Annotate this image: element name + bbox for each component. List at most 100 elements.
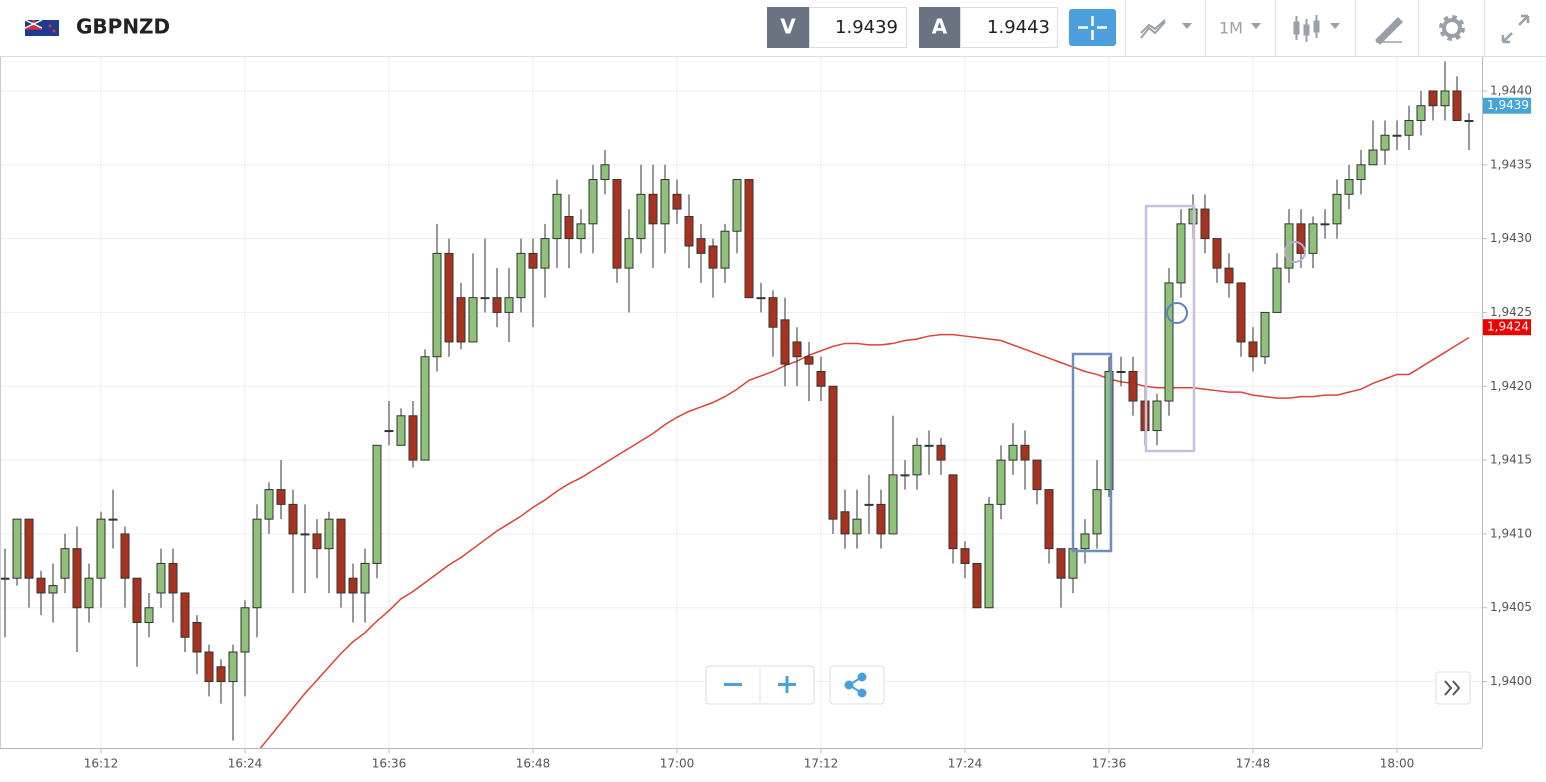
buy-button[interactable] (919, 7, 960, 48)
flag-star (48, 24, 52, 28)
settings-button[interactable] (1439, 15, 1465, 41)
candle-body (72, 548, 82, 609)
candle-body (996, 459, 1006, 505)
candle-body (456, 297, 466, 343)
share-link (848, 676, 863, 686)
candle-body (972, 562, 982, 609)
y-tick-label: 1,9400 (1490, 674, 1532, 688)
timeframe-button[interactable]: 1M (1219, 19, 1261, 38)
candle-body (204, 651, 214, 683)
candle-style-button[interactable] (1293, 15, 1340, 42)
candle-body (324, 518, 334, 550)
x-tick-label: 18:00 (1380, 757, 1415, 771)
candle-body (1044, 489, 1054, 550)
candle-body (1272, 267, 1282, 313)
price-marker-label: 1,9424 (1487, 320, 1529, 334)
zoom-in-bar (785, 676, 789, 693)
candle-body (492, 297, 502, 313)
candle-body (1008, 444, 1018, 461)
fullscreen-button[interactable] (1501, 14, 1530, 44)
price-marker (1483, 319, 1531, 336)
candle-body (36, 577, 46, 594)
candle-body (468, 297, 478, 343)
dropdown-arrow (1251, 23, 1261, 29)
candle-body (564, 215, 574, 240)
candle-body (132, 577, 142, 623)
y-tick-label: 1,9435 (1490, 157, 1532, 171)
candle-body (1452, 90, 1462, 121)
candle-body (396, 415, 406, 446)
candle-body (924, 444, 934, 447)
candle-body (0, 577, 10, 580)
candle-body (360, 562, 370, 594)
candle-body (888, 474, 898, 535)
sell-button[interactable] (767, 7, 809, 48)
double-chevron (1444, 680, 1461, 696)
candle-body (900, 474, 910, 477)
annotation-circle[interactable] (1166, 302, 1188, 324)
draw-tool-button[interactable] (1374, 16, 1404, 46)
x-tick-label: 16:36 (372, 757, 407, 771)
sell-label: V (780, 15, 796, 39)
candle-body (756, 297, 766, 300)
scroll-end-button[interactable] (1435, 671, 1471, 705)
plot-background (0, 57, 1482, 748)
candle-body (288, 503, 298, 535)
x-tick-label: 16:48 (516, 757, 551, 771)
timeframe: 1M (1219, 19, 1243, 38)
plot-area (0, 57, 1482, 748)
candle-body (528, 252, 538, 269)
sell-price-box (809, 7, 907, 48)
dropdown-arrow (1182, 23, 1192, 29)
candle-body (1404, 119, 1414, 136)
annotation-box[interactable] (1071, 352, 1113, 553)
share-button[interactable] (829, 665, 885, 705)
moving-average-line (259, 333, 1470, 748)
crosshair-button[interactable] (1069, 9, 1116, 46)
candle-body (12, 518, 22, 579)
candle-body (1056, 548, 1066, 579)
candle-body (1440, 90, 1450, 107)
candle-body (120, 533, 130, 579)
candle-body (1320, 223, 1330, 226)
candle-body (144, 607, 154, 623)
candle-body (1356, 164, 1366, 181)
candle-body (768, 297, 778, 328)
zoom-out[interactable] (724, 683, 742, 686)
candle-body (1296, 223, 1306, 254)
candle-body (504, 297, 514, 313)
candle-body (1152, 400, 1162, 432)
y-tick-label: 1,9430 (1490, 231, 1532, 245)
candle-body (1248, 341, 1258, 358)
annotation-circle[interactable] (1284, 241, 1306, 263)
share-link (848, 684, 863, 694)
x-tick-label: 17:36 (1092, 757, 1127, 771)
y-tick-label: 1,9425 (1490, 305, 1532, 319)
candle-body (1212, 238, 1222, 269)
candle-body (336, 518, 346, 594)
candle-body (1176, 223, 1186, 284)
candle-body (636, 193, 646, 240)
candle-body (216, 666, 226, 683)
annotation-box[interactable] (1144, 204, 1196, 453)
candle-body (732, 179, 742, 232)
chart-type-button[interactable] (1140, 19, 1192, 39)
x-tick-label: 16:24 (228, 757, 263, 771)
candle-body (24, 518, 34, 579)
candle-body (792, 341, 802, 358)
price-marker-label: 1,9439 (1487, 98, 1529, 112)
candle-body (1224, 267, 1234, 284)
x-tick-label: 17:12 (804, 757, 839, 771)
candle-body (1032, 459, 1042, 491)
candle-body (480, 297, 490, 300)
candle-body (1236, 282, 1246, 343)
candle-body (1128, 370, 1138, 402)
candle-body (1116, 370, 1126, 373)
candle-body (252, 518, 262, 609)
candle-body (624, 238, 634, 269)
candle-body (1428, 90, 1438, 107)
candle-body (576, 223, 586, 240)
candle-body (552, 193, 562, 240)
price-marker (1483, 97, 1531, 114)
x-tick-label: 16:12 (84, 757, 119, 771)
